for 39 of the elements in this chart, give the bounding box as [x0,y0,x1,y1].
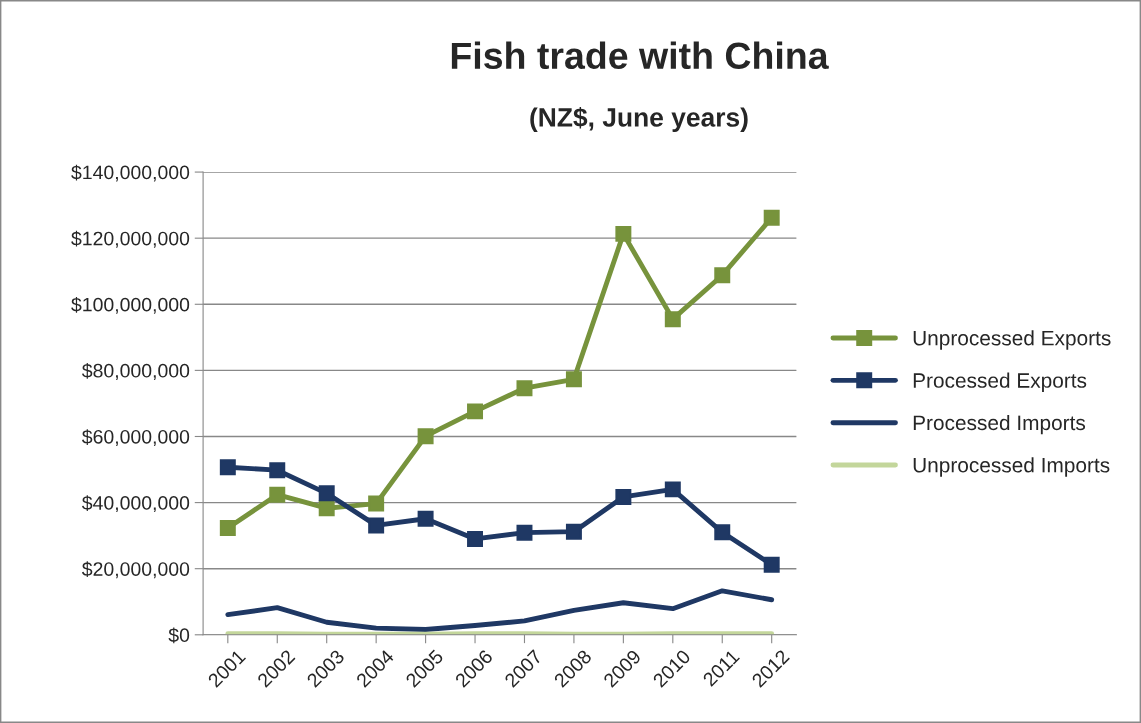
line-series [225,588,775,632]
legend-label: Unprocessed Imports [913,457,1110,477]
y-tick-label: $40,000,000 [81,495,190,513]
legend-label: Processed Imports [913,414,1086,435]
point [219,520,236,537]
y-tick-label: $120,000,000 [71,230,190,248]
legend-label: Processed Exports [913,372,1087,392]
y-tick-label: $20,000,000 [81,561,190,579]
legend-label: Unprocessed Exports [913,330,1111,350]
chart-title: Fish trade with China [451,41,829,70]
point [664,481,681,498]
point [219,459,236,476]
point [368,495,385,512]
point [615,488,632,505]
point [763,209,780,226]
point [417,510,434,527]
point [516,524,533,541]
y-tick-label: $80,000,000 [81,363,190,380]
point [565,371,582,388]
point [664,311,681,328]
y-tick-label: $140,000,000 [71,164,190,182]
point [516,380,533,397]
point [714,524,731,541]
point [467,530,484,547]
point [763,556,780,573]
point [615,225,632,242]
y-tick-label: $100,000,000 [71,296,190,314]
y-tick-label: $0 [168,627,190,644]
point [318,500,335,517]
y-tick-label: $60,000,000 [81,429,190,447]
point [318,485,335,502]
point [714,267,731,284]
point [368,517,385,534]
point [269,486,286,503]
point [565,523,582,540]
chart-subtitle: (NZ$, June years) [530,106,748,132]
point [467,403,484,420]
point [417,428,434,445]
point [269,462,286,479]
